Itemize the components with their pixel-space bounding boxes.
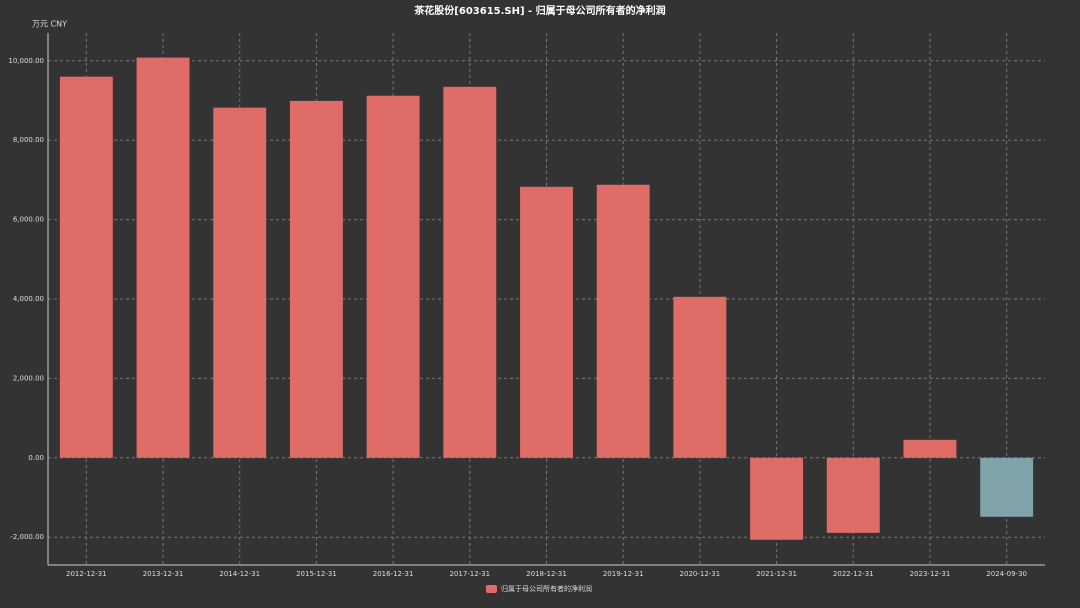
x-tick-label: 2017-12-31 [449,570,490,578]
bar [980,457,1034,517]
bar [826,457,880,533]
chart-title: 茶花股份[603615.SH] - 归属于母公司所有者的净利润 [413,4,665,17]
y-tick-label: 10,000.00 [8,57,44,65]
bar [750,457,804,540]
y-tick-label: 4,000.00 [13,295,44,303]
bar [289,100,343,458]
x-tick-label: 2021-12-31 [756,570,797,578]
x-tick-label: 2014-12-31 [219,570,260,578]
unit-label: 万元 CNY [32,20,67,29]
x-tick-label: 2012-12-31 [66,570,107,578]
y-tick-label: -2,000.00 [10,533,44,541]
x-tick-label: 2022-12-31 [833,570,874,578]
x-tick-label: 2023-12-31 [910,570,951,578]
bar [213,107,267,458]
bar [59,76,113,458]
bar [443,86,497,458]
x-tick-label: 2018-12-31 [526,570,567,578]
x-tick-label: 2019-12-31 [603,570,644,578]
bar [903,439,957,458]
legend-swatch [486,585,497,593]
x-tick-label: 2024-09-30 [986,570,1027,578]
y-tick-label: 0.00 [28,454,44,462]
y-tick-label: 6,000.00 [13,216,44,224]
x-tick-label: 2015-12-31 [296,570,337,578]
x-tick-label: 2013-12-31 [143,570,184,578]
x-tick-label: 2020-12-31 [680,570,721,578]
legend-label: 归属于母公司所有者的净利润 [501,584,592,593]
bar [520,186,573,458]
y-tick-label: 2,000.00 [13,374,44,382]
x-tick-label: 2016-12-31 [373,570,414,578]
y-tick-label: 8,000.00 [13,136,44,144]
bar [136,57,190,458]
bar [673,296,727,458]
bar [366,95,420,458]
bar [596,184,650,458]
